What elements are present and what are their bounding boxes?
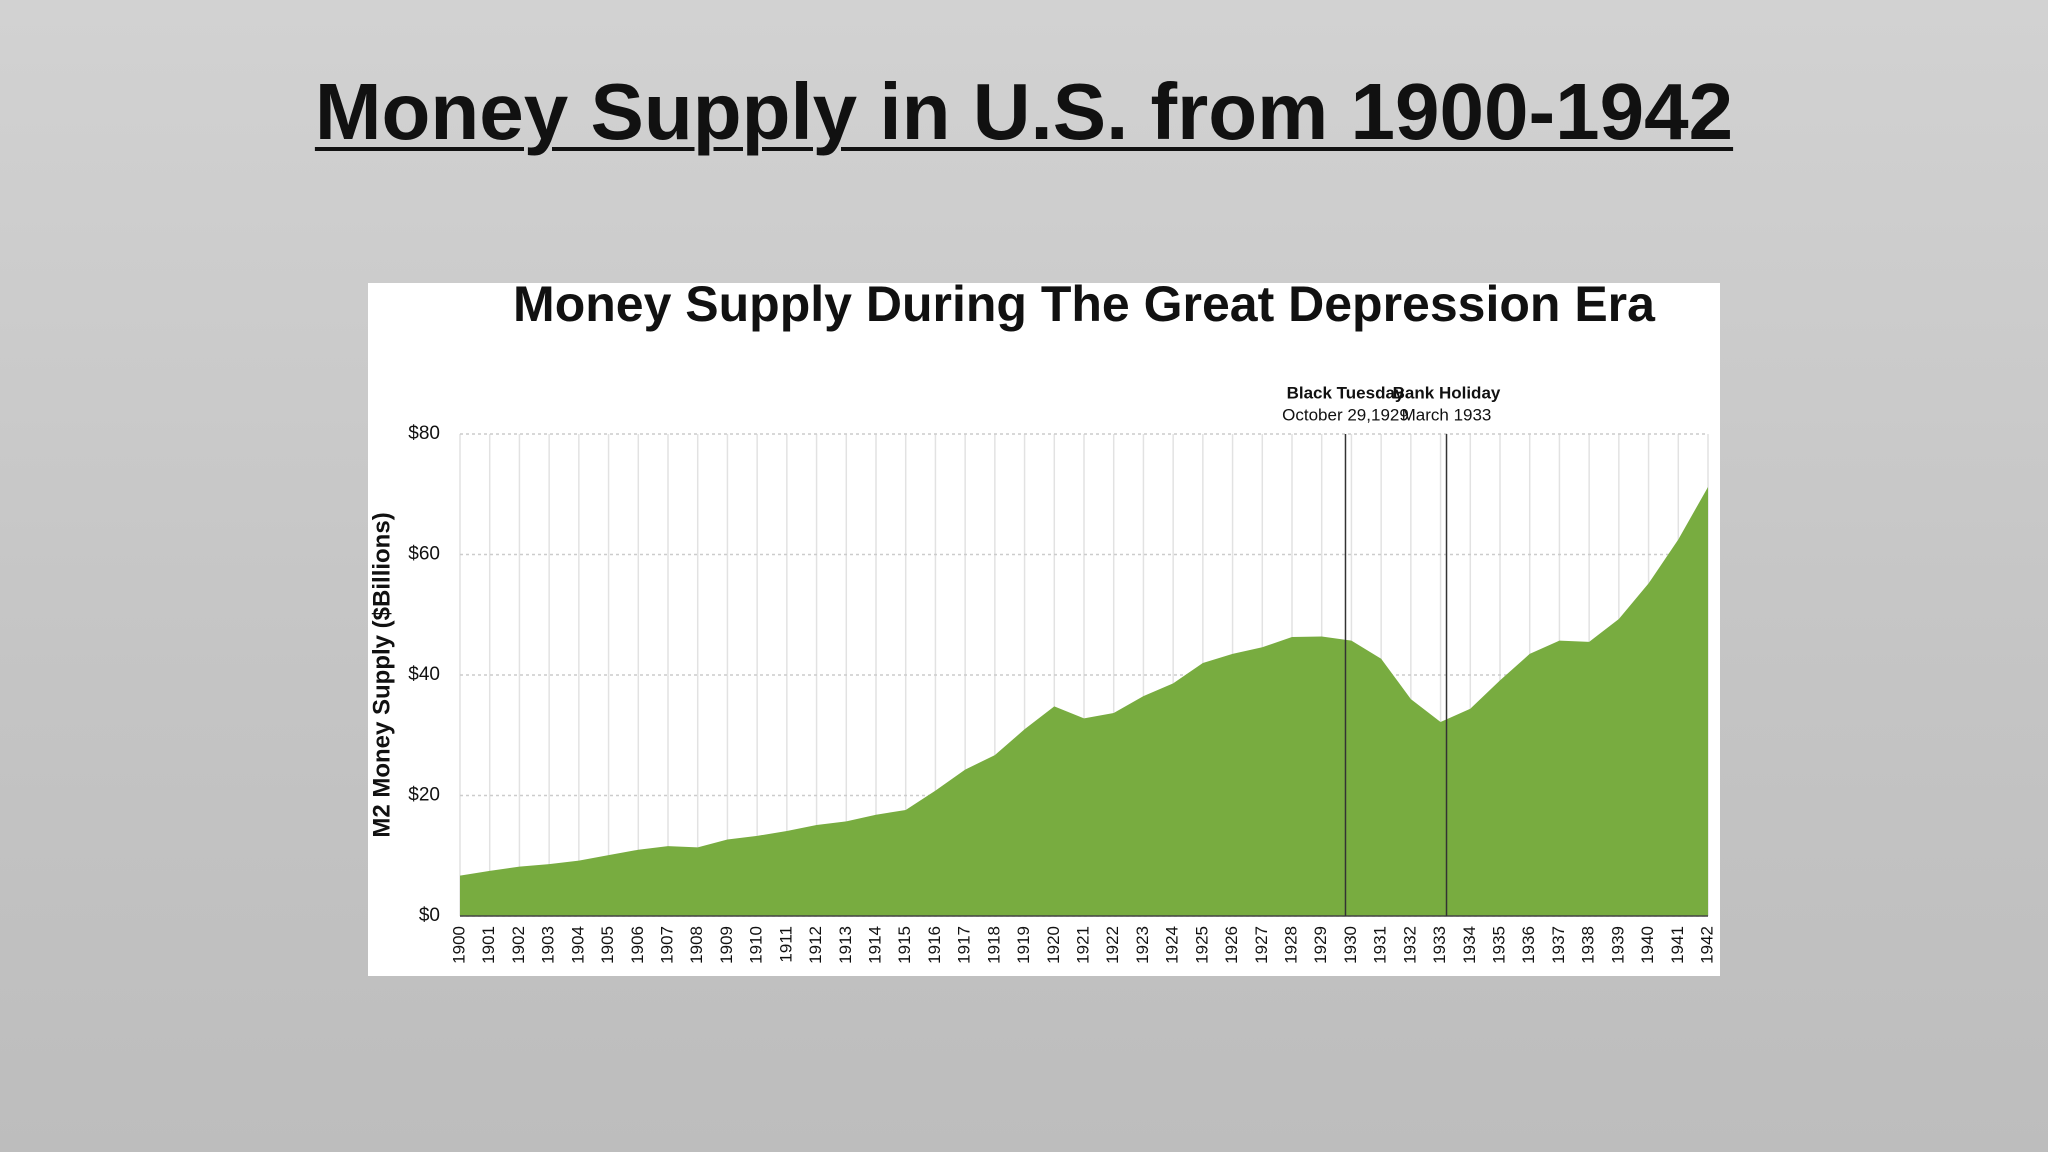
x-tick-label: 1916 [925, 926, 944, 964]
event-sublabel: October 29,1929 [1282, 405, 1409, 424]
x-tick-label: 1908 [687, 926, 706, 964]
x-tick-label: 1911 [776, 926, 795, 963]
x-tick-label: 1935 [1489, 926, 1508, 964]
x-tick-label: 1925 [1192, 926, 1211, 964]
y-tick-label: $40 [408, 664, 440, 685]
chart-title: Money Supply During The Great Depression… [513, 276, 1656, 332]
x-tick-label: 1915 [895, 926, 914, 964]
x-tick-label: 1938 [1579, 926, 1598, 964]
y-tick-label: $60 [408, 544, 440, 565]
x-tick-label: 1904 [568, 926, 587, 964]
event-sublabel: March 1933 [1402, 405, 1492, 424]
x-tick-label: 1921 [1073, 926, 1092, 964]
x-tick-label: 1942 [1697, 926, 1716, 964]
x-tick-label: 1912 [806, 926, 825, 964]
y-axis-label: M2 Money Supply ($Billions) [368, 512, 395, 837]
x-tick-label: 1932 [1400, 926, 1419, 964]
x-tick-label: 1917 [955, 926, 974, 964]
x-tick-label: 1922 [1103, 926, 1122, 964]
x-tick-label: 1930 [1341, 926, 1360, 964]
y-tick-label: $0 [419, 905, 440, 926]
x-tick-label: 1906 [628, 926, 647, 964]
x-tick-label: 1937 [1549, 926, 1568, 964]
x-tick-label: 1903 [539, 926, 558, 964]
x-tick-label: 1910 [747, 926, 766, 964]
x-tick-label: 1919 [1014, 926, 1033, 964]
x-tick-label: 1918 [984, 926, 1003, 964]
x-tick-label: 1928 [1281, 926, 1300, 964]
x-tick-label: 1902 [509, 926, 528, 964]
x-tick-label: 1933 [1430, 926, 1449, 964]
x-tick-label: 1905 [598, 926, 617, 964]
x-tick-label: 1914 [865, 926, 884, 964]
x-tick-label: 1931 [1371, 926, 1390, 964]
x-tick-label: 1907 [657, 926, 676, 964]
x-tick-label: 1929 [1311, 926, 1330, 964]
x-tick-label: 1926 [1222, 926, 1241, 964]
y-tick-label: $80 [408, 423, 440, 444]
x-tick-label: 1941 [1668, 926, 1687, 964]
x-tick-label: 1940 [1638, 926, 1657, 964]
x-tick-label: 1934 [1460, 926, 1479, 964]
x-tick-label: 1901 [479, 926, 498, 964]
area [460, 487, 1708, 916]
x-tick-label: 1913 [836, 926, 855, 964]
x-tick-label: 1900 [449, 926, 468, 964]
slide-title: Money Supply in U.S. from 1900-1942 [314, 67, 1734, 156]
event-label: Black Tuesday [1287, 383, 1405, 402]
x-tick-label: 1924 [1163, 926, 1182, 964]
y-tick-label: $20 [408, 785, 440, 806]
x-tick-label: 1939 [1608, 926, 1627, 964]
x-tick-label: 1936 [1519, 926, 1538, 964]
event-label: Bank Holiday [1393, 383, 1501, 402]
x-tick-label: 1923 [1133, 926, 1152, 964]
x-tick-label: 1909 [717, 926, 736, 964]
x-tick-label: 1920 [1044, 926, 1063, 964]
x-tick-label: 1927 [1252, 926, 1271, 964]
